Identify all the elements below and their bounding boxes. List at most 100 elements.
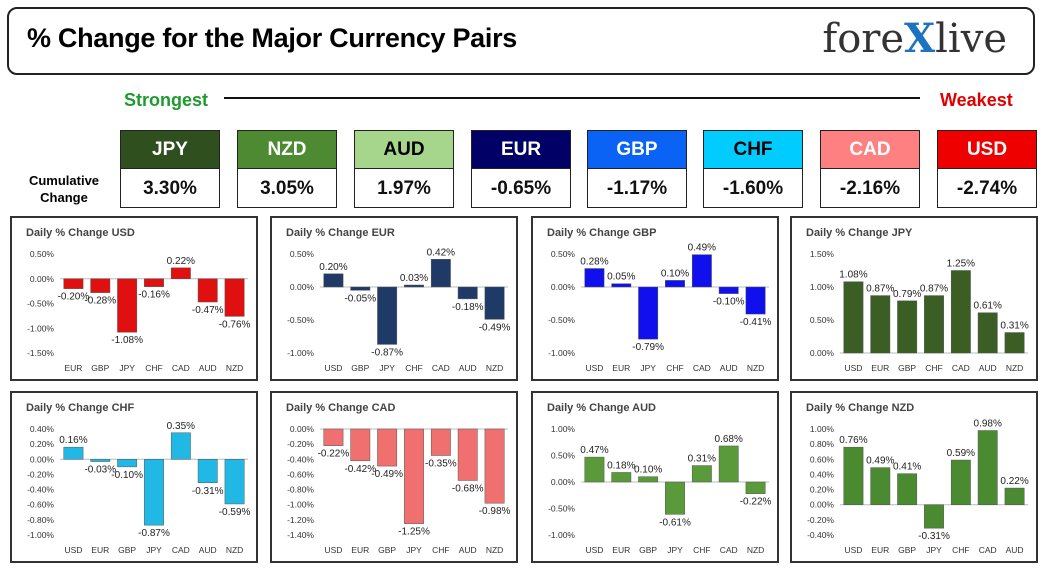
x-category-label: USD	[324, 363, 342, 373]
bar-chart: Daily % Change CAD 0.00% -0.20% -0.40% -0.60…	[286, 402, 511, 555]
bar	[144, 278, 164, 287]
bar	[430, 259, 451, 288]
chart-panel-aud: Daily % Change AUD 1.00% 0.50% 0.00% -0.50% -…	[531, 391, 779, 563]
bar	[457, 428, 478, 481]
y-tick-label: 0.00%	[30, 274, 55, 284]
bar-chart: Daily % Change EUR 0.50% 0.00% -0.50% -1.00%…	[286, 227, 511, 373]
cumulative-change-value: -0.65%	[490, 178, 552, 199]
y-tick-label: 0.50%	[551, 249, 576, 259]
y-tick-label: 0.00%	[551, 282, 576, 292]
bar	[90, 278, 111, 293]
currency-box-jpy: JPY 3.30%	[120, 130, 220, 208]
x-category-label: AUD	[459, 363, 477, 373]
data-label: -0.59%	[219, 507, 251, 518]
data-label: -0.49%	[479, 322, 511, 333]
x-category-label: NZD	[486, 363, 503, 373]
x-category-label: EUR	[91, 545, 109, 555]
data-label: 0.20%	[319, 262, 347, 273]
bar	[843, 446, 864, 505]
x-category-label: GBP	[898, 545, 916, 555]
x-category-label: CHF	[145, 363, 162, 373]
data-label: -0.87%	[138, 528, 170, 539]
y-tick-label: -1.00%	[548, 348, 575, 358]
data-label: 0.87%	[866, 284, 894, 295]
x-category-label: CAD	[172, 363, 190, 373]
y-tick-label: 0.80%	[810, 439, 835, 449]
cumulative-change-label: Cumulative Change	[28, 173, 100, 205]
currency-code: CAD	[821, 131, 919, 169]
bar	[323, 428, 344, 446]
chart-title: Daily % Change NZD	[806, 402, 914, 414]
bar	[350, 428, 371, 462]
cumulative-change-value: -2.16%	[839, 178, 901, 199]
data-label: 0.61%	[974, 301, 1002, 312]
x-category-label: CHF	[925, 363, 942, 373]
chart-title: Daily % Change JPY	[806, 227, 913, 239]
data-label: -0.22%	[740, 497, 772, 508]
data-label: -0.42%	[344, 464, 376, 475]
bar	[665, 280, 685, 288]
x-category-label: JPY	[119, 363, 135, 373]
x-category-label: AUD	[199, 363, 217, 373]
bar	[897, 473, 918, 505]
chart-title: Daily % Change EUR	[286, 227, 395, 239]
currency-box-usd: USD -2.74%	[937, 130, 1037, 208]
data-label: -0.18%	[452, 302, 484, 313]
cumulative-change-value: -1.60%	[722, 178, 784, 199]
x-category-label: NZD	[486, 545, 503, 555]
x-category-label: EUR	[871, 545, 889, 555]
bar	[977, 312, 998, 354]
bar	[197, 459, 218, 484]
currency-box-chf: CHF -1.60%	[703, 130, 803, 208]
x-category-label: JPY	[640, 363, 656, 373]
data-label: -0.76%	[219, 319, 251, 330]
chart-panel-jpy: Daily % Change JPY 1.50% 1.00% 0.50% 0.00% 1.…	[790, 216, 1038, 381]
data-label: -0.03%	[84, 465, 116, 476]
bar	[144, 459, 164, 526]
bar	[484, 286, 505, 320]
bar-chart: Daily % Change NZD 1.00% 0.80% 0.60% 0.40% 0.…	[806, 402, 1029, 555]
bar	[484, 428, 505, 504]
data-label: -0.35%	[425, 459, 457, 470]
x-category-label: USD	[585, 363, 603, 373]
bar	[870, 467, 891, 505]
bar	[745, 481, 766, 494]
bar	[611, 472, 632, 483]
y-tick-label: -1.00%	[27, 530, 54, 540]
bar	[1004, 487, 1025, 505]
data-label: -0.20%	[58, 292, 90, 303]
bar	[323, 273, 344, 288]
x-category-label: EUR	[64, 363, 82, 373]
x-category-label: CAD	[693, 363, 711, 373]
data-label: -0.16%	[138, 290, 170, 301]
data-label: 1.25%	[947, 259, 975, 270]
y-tick-label: -1.00%	[27, 323, 54, 333]
y-tick-label: 0.00%	[30, 454, 55, 464]
y-tick-label: -0.20%	[287, 439, 314, 449]
x-category-label: CHF	[952, 545, 969, 555]
bar	[63, 278, 84, 289]
data-label: 0.98%	[974, 419, 1002, 430]
data-label: -0.41%	[740, 317, 772, 328]
x-category-label: NZD	[226, 363, 243, 373]
currency-code: GBP	[588, 131, 686, 169]
bar-chart: Daily % Change AUD 1.00% 0.50% 0.00% -0.50% -…	[547, 402, 772, 555]
data-label: -0.31%	[918, 531, 950, 542]
x-category-label: AUD	[979, 363, 997, 373]
data-label: 0.22%	[1000, 476, 1028, 487]
bar	[404, 428, 424, 524]
x-category-label: USD	[585, 545, 603, 555]
data-label: 0.76%	[839, 435, 867, 446]
data-label: 0.68%	[715, 434, 743, 445]
x-category-label: CHF	[666, 363, 683, 373]
currency-box-cad: CAD -2.16%	[820, 130, 920, 208]
chart-panel-eur: Daily % Change EUR 0.50% 0.00% -0.50% -1.00%…	[270, 216, 518, 381]
data-label: -0.87%	[371, 347, 403, 358]
data-label: 0.42%	[427, 247, 455, 258]
bar-chart: Daily % Change CHF 0.40% 0.20% 0.00% -0.20% -…	[26, 402, 251, 555]
y-tick-label: 0.00%	[551, 477, 576, 487]
bar	[117, 278, 138, 333]
data-label: -0.79%	[632, 342, 664, 353]
bar	[691, 254, 712, 288]
data-label: 0.41%	[893, 462, 921, 473]
